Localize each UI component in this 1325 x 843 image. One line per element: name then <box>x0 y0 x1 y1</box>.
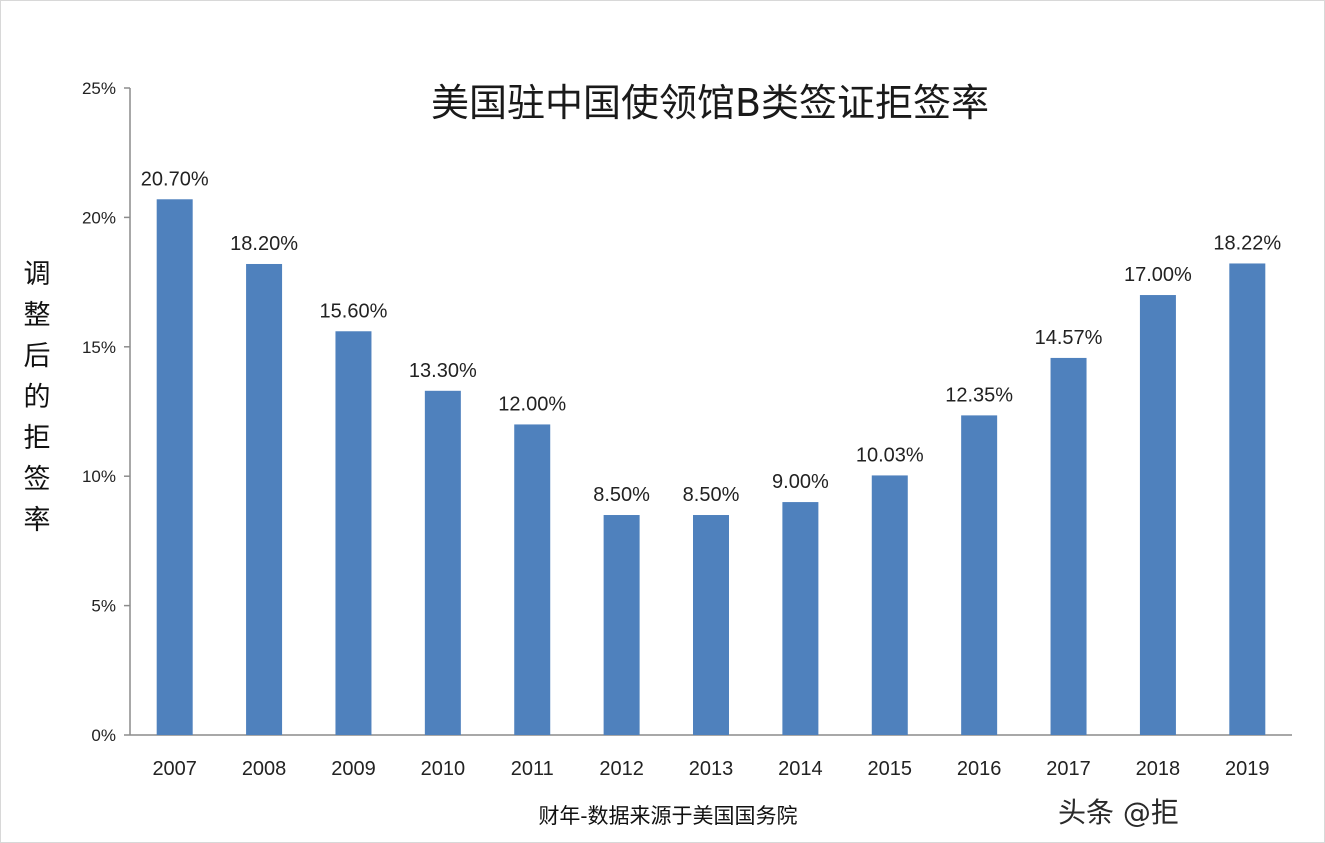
data-label-2007: 20.70% <box>141 168 209 190</box>
data-label-2016: 12.35% <box>945 384 1013 406</box>
x-tick-label-2013: 2013 <box>689 758 734 780</box>
bar-2015 <box>871 475 908 735</box>
y-tick-label: 25% <box>82 79 116 98</box>
data-label-2012: 8.50% <box>593 484 650 506</box>
y-axis-label-char: 拒 <box>24 423 51 454</box>
y-axis-label-char: 后 <box>24 341 51 372</box>
y-tick-label: 15% <box>82 338 116 357</box>
bar-2008 <box>246 263 283 735</box>
x-axis-ticks: 2007 2008 2009 2010 2011 2012 2013 2014 2015 2016… <box>152 758 1269 780</box>
y-tick-label: 20% <box>82 208 116 227</box>
chart-title: 美国驻中国使领馆B类签证拒签率 <box>431 81 989 125</box>
bar-2011 <box>514 424 551 735</box>
bar-2016 <box>961 415 998 735</box>
x-tick-label-2017: 2017 <box>1046 758 1091 780</box>
x-tick-label-2016: 2016 <box>957 758 1002 780</box>
y-tick-label: 10% <box>82 467 116 486</box>
y-axis-label-char: 的 <box>24 382 51 413</box>
data-label-2019: 18.22% <box>1213 232 1281 254</box>
bar-2013 <box>693 515 729 735</box>
x-axis-label: 财年-数据来源于美国国务院 <box>538 804 797 828</box>
data-label-2015: 10.03% <box>856 444 924 466</box>
x-tick-label-2018: 2018 <box>1136 758 1181 780</box>
y-axis-label-char: 率 <box>24 505 51 536</box>
x-tick-label-2007: 2007 <box>152 758 197 780</box>
data-label-2010: 13.30% <box>409 360 477 382</box>
data-label-2017: 14.57% <box>1035 327 1103 349</box>
x-tick-label-2014: 2014 <box>778 758 823 780</box>
x-tick-label-2008: 2008 <box>242 758 287 780</box>
data-label-2013: 8.50% <box>683 484 740 506</box>
watermark: 头条 @拒 <box>1058 796 1179 829</box>
y-axis-label-char: 调 <box>24 259 51 290</box>
bar-2007 <box>156 199 193 735</box>
x-tick-label-2010: 2010 <box>421 758 466 780</box>
bars <box>156 199 1266 735</box>
x-tick-label-2009: 2009 <box>331 758 376 780</box>
y-axis-label-char: 整 <box>24 300 51 331</box>
y-axis-label-char: 签 <box>24 464 51 495</box>
data-labels: 20.70% 18.20% 15.60% 13.30% 12.00% 8.50% 8.50%… <box>141 168 1282 506</box>
y-tick-label: 0% <box>91 726 116 745</box>
x-tick-label-2015: 2015 <box>868 758 913 780</box>
x-tick-label-2012: 2012 <box>599 758 644 780</box>
data-label-2011: 12.00% <box>498 393 566 415</box>
data-label-2014: 9.00% <box>772 471 829 493</box>
bar-2012 <box>603 515 640 735</box>
data-label-2008: 18.20% <box>230 233 298 255</box>
bar-2018 <box>1139 295 1176 735</box>
x-tick-label-2019: 2019 <box>1225 758 1270 780</box>
data-label-2018: 17.00% <box>1124 264 1192 286</box>
bar-2014 <box>782 502 819 735</box>
x-tick-label-2011: 2011 <box>511 758 554 780</box>
data-label-2009: 15.60% <box>320 300 388 322</box>
bar-2017 <box>1050 357 1087 735</box>
bar-2019 <box>1229 263 1266 735</box>
y-axis-ticks: 0% 5% 10% 15% 20% 25% <box>82 79 130 745</box>
bar-2009 <box>335 331 372 735</box>
bar-2010 <box>424 390 461 735</box>
y-tick-label: 5% <box>91 597 116 616</box>
